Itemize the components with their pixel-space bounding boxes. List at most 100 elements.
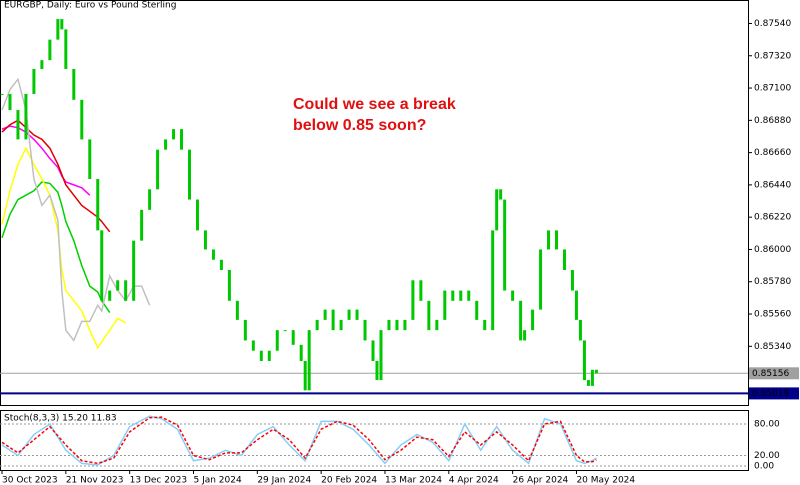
candle xyxy=(251,340,255,351)
price-label-box xyxy=(749,367,799,380)
candle xyxy=(467,290,471,301)
candle xyxy=(371,340,375,361)
candle xyxy=(243,319,247,341)
x-tick-label: 26 Apr 2024 xyxy=(513,476,569,485)
candle xyxy=(379,330,383,381)
candle xyxy=(475,300,479,320)
candle xyxy=(483,319,487,331)
candle xyxy=(355,309,359,320)
y-tick-label: 80.00 xyxy=(754,420,780,430)
candle xyxy=(108,290,112,301)
candle xyxy=(80,99,84,140)
candle xyxy=(60,19,64,30)
candle xyxy=(315,319,319,331)
candle xyxy=(0,93,4,95)
stoch-line xyxy=(1,416,597,465)
candle xyxy=(88,139,92,180)
candle xyxy=(435,319,439,331)
x-tick-label: 21 Nov 2023 xyxy=(66,476,124,485)
y-tick-label: 0.87540 xyxy=(754,19,791,29)
candle xyxy=(531,309,535,331)
candle xyxy=(594,369,598,374)
candle xyxy=(40,60,44,69)
annotation: Could we see a break xyxy=(293,96,456,113)
candle xyxy=(395,319,399,331)
candle xyxy=(195,199,199,231)
candle xyxy=(427,300,431,331)
y-tick-label: 0.87100 xyxy=(754,84,791,94)
candle xyxy=(574,290,578,320)
candle xyxy=(499,189,503,200)
candle xyxy=(347,309,351,320)
candle xyxy=(495,189,499,231)
candle xyxy=(523,330,527,341)
x-tick-label: 5 Jan 2024 xyxy=(193,476,241,485)
x-tick-label: 29 Jan 2024 xyxy=(257,476,311,485)
stoch-title: Stoch(8,3,3) 15.20 11.83 xyxy=(4,414,117,424)
candle xyxy=(124,280,128,301)
candle xyxy=(519,300,523,341)
candle xyxy=(547,230,551,250)
candle xyxy=(187,149,191,200)
candle xyxy=(590,369,594,386)
candle xyxy=(227,270,231,301)
candle xyxy=(582,340,586,381)
candle xyxy=(375,360,379,381)
y-tick-label: 0.85780 xyxy=(754,277,791,287)
candle xyxy=(491,230,495,331)
x-tick-label: 30 Oct 2023 xyxy=(2,476,58,485)
x-tick-label: 4 Apr 2024 xyxy=(449,476,499,485)
y-tick-label: 0.86440 xyxy=(754,180,791,190)
candle xyxy=(259,350,263,361)
candle xyxy=(323,309,327,320)
candle xyxy=(419,280,423,301)
price-label: 0.85019 xyxy=(752,389,789,399)
candle xyxy=(459,290,463,301)
main-panel xyxy=(0,0,749,406)
candle xyxy=(443,290,447,320)
candle xyxy=(299,344,303,361)
y-tick-label: 0.00 xyxy=(754,462,774,472)
candle xyxy=(451,290,455,301)
candle xyxy=(403,319,407,331)
candle xyxy=(116,280,120,291)
candle xyxy=(511,290,515,301)
candle xyxy=(570,270,574,291)
candle xyxy=(24,93,28,140)
candle xyxy=(148,189,152,210)
candle xyxy=(100,230,104,301)
y-tick-label: 0.85560 xyxy=(754,310,791,320)
candle xyxy=(578,319,582,341)
candle xyxy=(48,39,52,61)
moving-average xyxy=(1,146,127,350)
candle xyxy=(32,68,36,94)
candle xyxy=(275,330,279,351)
candle xyxy=(16,110,20,140)
moving-average xyxy=(1,181,111,313)
candle xyxy=(235,300,239,320)
candle xyxy=(586,380,590,386)
candle xyxy=(539,249,543,310)
chart-title: EURGBP, Daily: Euro vs Pound Sterling xyxy=(4,1,176,11)
candle xyxy=(291,330,295,345)
candle xyxy=(555,230,559,250)
x-tick-label: 13 Dec 2023 xyxy=(130,476,188,485)
candle xyxy=(56,19,60,40)
candle xyxy=(331,309,335,331)
candle xyxy=(140,209,144,241)
candle xyxy=(156,149,160,190)
candle xyxy=(387,319,391,331)
candle xyxy=(307,330,311,391)
annotation: below 0.85 soon? xyxy=(293,117,426,134)
y-tick-label: 20.00 xyxy=(754,451,780,461)
candle xyxy=(411,280,415,320)
candle xyxy=(363,319,367,341)
candle xyxy=(96,179,100,231)
y-tick-label: 0.86660 xyxy=(754,148,791,158)
x-tick-label: 20 May 2024 xyxy=(576,476,635,485)
candle xyxy=(64,29,68,69)
y-tick-label: 0.86000 xyxy=(754,245,791,255)
y-tick-label: 0.86220 xyxy=(754,213,791,223)
moving-average xyxy=(1,119,111,233)
